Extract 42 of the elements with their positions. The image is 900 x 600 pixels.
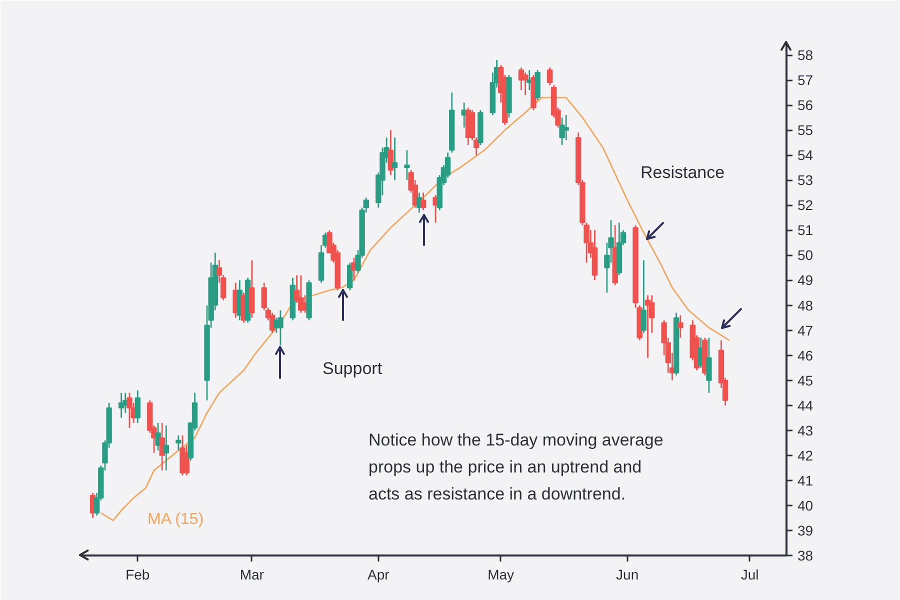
y-tick-label: 42 (798, 447, 814, 464)
y-tick-label: 38 (798, 548, 814, 564)
candlestick (640, 260, 647, 334)
y-tick-label: 47 (798, 322, 814, 338)
y-tick-label: 41 (798, 472, 814, 488)
candlestick (134, 390, 140, 424)
candlestick (706, 337, 712, 394)
y-tick-label: 48 (798, 297, 814, 314)
y-tick-label: 45 (798, 372, 814, 388)
y-tick-label: 56 (798, 97, 814, 114)
x-tick-label: Apr (368, 566, 390, 582)
y-tick-label: 54 (798, 147, 814, 164)
y-tick-label: 51 (798, 222, 814, 238)
candlestick (546, 66, 553, 86)
y-tick-label: 58 (798, 47, 814, 64)
y-tick-label: 57 (798, 72, 814, 88)
annotation: Notice how the 15-day moving average props up the price in an uptrend and acts as resistance in a downtrend. (368, 430, 664, 504)
y-tick-label: 46 (798, 347, 814, 364)
y-tick-label: 40 (798, 497, 814, 514)
y-tick-label: 43 (798, 422, 814, 438)
candlestick (522, 72, 528, 96)
y-tick-label: 52 (798, 197, 814, 214)
y-tick-label: 49 (798, 272, 814, 288)
y-tick-label: 53 (798, 172, 814, 188)
y-tick-label: 39 (798, 522, 814, 538)
annotation: Resistance (640, 163, 725, 182)
series-label: MA (15) (148, 511, 204, 528)
candlestick (163, 424, 170, 472)
x-tick-label: Mar (240, 566, 264, 582)
candlestick (678, 314, 684, 338)
x-tick-label: Jul (740, 566, 759, 582)
candlestick (176, 434, 182, 452)
candlestick (559, 116, 565, 146)
x-tick-label: Jun (616, 566, 639, 582)
x-tick-label: Feb (126, 566, 150, 582)
annotation: Support (322, 359, 382, 378)
candlestick (126, 392, 132, 429)
x-tick-label: May (488, 566, 514, 582)
candlestick (563, 114, 569, 141)
y-tick-label: 44 (798, 397, 814, 414)
y-tick-label: 55 (798, 122, 814, 138)
y-tick-label: 50 (798, 247, 814, 264)
